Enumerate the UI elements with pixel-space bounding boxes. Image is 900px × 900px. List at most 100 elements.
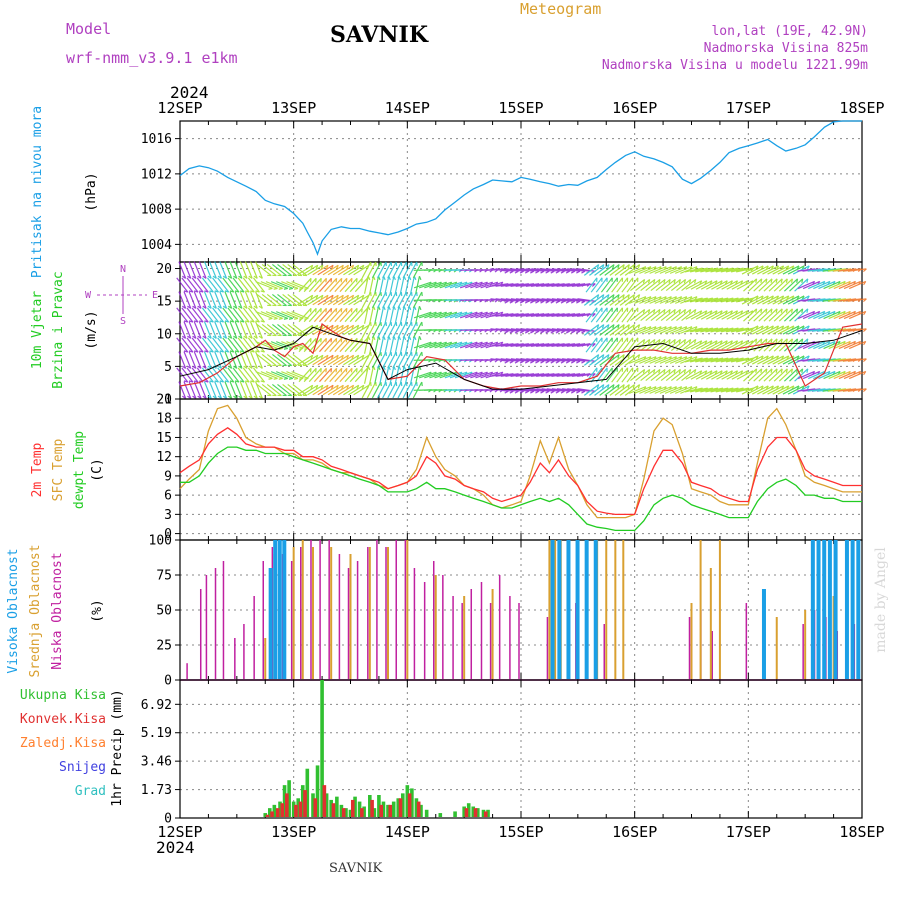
- wind-barb: [298, 277, 312, 293]
- wind-barb-head: [550, 300, 555, 304]
- wind-barb: [183, 261, 192, 279]
- mid-cloud-bar: [349, 554, 352, 679]
- wind-barb: [394, 276, 400, 294]
- wind-barb: [725, 387, 744, 393]
- mid-cloud-bar: [709, 568, 712, 679]
- wind-barb-head: [228, 335, 233, 339]
- wind-barb: [232, 307, 245, 323]
- wind-barb: [270, 341, 289, 349]
- wind-barb: [541, 313, 560, 317]
- mid-cloud-bar: [699, 540, 702, 679]
- wind-barb-head: [790, 308, 794, 313]
- wind-barb-head: [668, 369, 671, 374]
- wind-barb: [232, 337, 245, 353]
- wind-barb-head: [229, 290, 235, 293]
- wind-barb-head: [320, 264, 324, 270]
- mid-cloud-bar: [387, 547, 390, 679]
- wind-barb: [843, 310, 861, 320]
- wind-barb-head: [268, 377, 273, 380]
- wind-barb: [823, 370, 841, 380]
- wind-barb: [716, 340, 733, 350]
- wind-barb: [354, 307, 368, 323]
- wind-barb: [209, 351, 217, 369]
- wind-barb: [329, 337, 343, 353]
- low-cloud-bar: [745, 603, 748, 679]
- wind-barb-head: [325, 338, 327, 343]
- wind-barb-head: [194, 320, 199, 323]
- wind-barb: [387, 291, 397, 309]
- wind-barb-head: [780, 308, 783, 313]
- wind-barb-head: [530, 390, 535, 394]
- wind-barb: [297, 264, 313, 276]
- wind-barb: [317, 324, 334, 336]
- low-cloud-bar: [243, 624, 245, 679]
- conv-precip-bar: [322, 785, 327, 817]
- wind-barb: [797, 268, 816, 272]
- wind-barb-head: [612, 264, 615, 269]
- wind-barb: [229, 291, 238, 309]
- wind-barb: [684, 357, 703, 363]
- wind-barb: [783, 368, 798, 382]
- wind-barb-head: [336, 264, 339, 270]
- wind-barb: [546, 313, 565, 317]
- wind-barb-head: [601, 354, 605, 359]
- wind-barb: [344, 367, 358, 383]
- wind-barb: [402, 321, 413, 339]
- wind-barb: [833, 268, 852, 272]
- wind-barb-head: [591, 343, 596, 347]
- wind-barb: [768, 308, 783, 322]
- wind-barb: [655, 338, 671, 352]
- wind-barb: [266, 323, 282, 337]
- wind-barb: [237, 367, 250, 383]
- wind-barb: [312, 354, 329, 366]
- wind-barb-head: [622, 264, 625, 269]
- wind-barb: [536, 373, 555, 377]
- wind-barb: [556, 313, 575, 317]
- wind-barb: [490, 373, 509, 377]
- wind-barb: [813, 310, 831, 320]
- wind-barb: [465, 371, 483, 379]
- wind-barb-head: [204, 380, 209, 383]
- wind-barb: [630, 278, 645, 292]
- wind-barb: [628, 356, 647, 364]
- mid-cloud-bar: [301, 540, 304, 679]
- wind-barb-head: [596, 294, 600, 299]
- y-tick-label: 5.19: [141, 726, 172, 741]
- wind-barb: [265, 341, 283, 349]
- wind-barb-head: [622, 354, 625, 359]
- wind-barb-head: [617, 264, 620, 269]
- wind-barb-head: [217, 365, 222, 369]
- wind-barb-head: [238, 305, 243, 309]
- wind-barb: [303, 367, 317, 383]
- wind-barb: [255, 311, 273, 319]
- wind-barb: [751, 325, 769, 335]
- wind-barb: [556, 358, 575, 362]
- arrow-legend-west: W: [85, 290, 92, 301]
- wind-barb: [317, 384, 334, 396]
- wind-barb: [270, 281, 289, 289]
- wind-barb-head: [361, 354, 365, 360]
- wind-barb: [711, 370, 728, 380]
- wind-barb: [730, 267, 749, 273]
- wind-barb: [209, 291, 217, 309]
- wind-barb: [551, 298, 570, 302]
- wind-barb: [343, 384, 360, 396]
- wind-barb: [711, 280, 728, 290]
- wind-barb: [271, 293, 287, 307]
- wind-barb: [302, 384, 319, 396]
- wind-barb: [567, 298, 586, 302]
- mid-cloud-bar: [554, 540, 557, 679]
- wind-barb-head: [535, 360, 540, 364]
- wind-barb: [606, 277, 618, 293]
- wind-barb: [789, 338, 804, 352]
- wind-barb: [397, 321, 407, 339]
- wind-barb: [397, 351, 407, 369]
- wind-barb: [822, 358, 841, 362]
- wind-barb-head: [234, 380, 240, 383]
- wind-barb: [843, 268, 862, 272]
- wind-barb: [222, 277, 235, 293]
- wind-barb: [371, 291, 382, 309]
- total-precip-bar: [419, 804, 423, 817]
- wind-barb-head: [243, 275, 248, 279]
- wind-barb-head: [283, 377, 288, 380]
